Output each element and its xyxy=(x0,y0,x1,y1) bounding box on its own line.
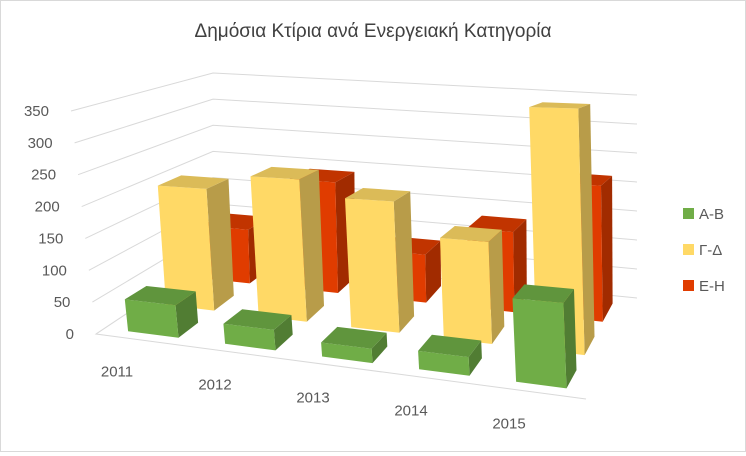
legend-item: Γ-Δ xyxy=(683,242,722,259)
gridline xyxy=(85,177,638,239)
x-axis-ticks: 2011 2012 2013 2014 2015 xyxy=(101,364,526,433)
gridline xyxy=(81,150,638,208)
bar xyxy=(223,309,293,351)
x-tick-label: 2012 xyxy=(198,377,231,394)
x-tick-label: 2011 xyxy=(101,364,133,381)
y-tick-label: 250 xyxy=(31,167,56,184)
y-tick-label: 0 xyxy=(66,326,74,343)
legend-item: Ε-Η xyxy=(683,278,725,295)
x-tick-label: 2013 xyxy=(296,390,329,407)
bars xyxy=(124,102,613,389)
bar xyxy=(124,286,199,338)
bar xyxy=(321,326,388,364)
legend-label: Γ-Δ xyxy=(699,242,722,259)
x-tick-label: 2015 xyxy=(492,416,525,433)
y-tick-label: 200 xyxy=(35,199,60,216)
legend-swatch xyxy=(683,244,694,255)
gridline xyxy=(74,98,638,144)
gridlines xyxy=(70,72,638,400)
y-tick-label: 50 xyxy=(54,294,71,311)
legend-swatch xyxy=(683,280,694,291)
x-tick-label: 2014 xyxy=(394,403,427,420)
gridline xyxy=(70,72,638,112)
legend-label: Ε-Η xyxy=(699,278,725,295)
bar xyxy=(345,188,415,333)
bar xyxy=(157,175,234,311)
bar xyxy=(418,334,482,376)
bar xyxy=(512,284,577,389)
legend-label: Α-Β xyxy=(699,206,724,223)
y-tick-label: 300 xyxy=(28,135,53,152)
legend-swatch xyxy=(683,208,694,219)
y-tick-label: 100 xyxy=(42,262,67,279)
legend: Α-Β Γ-Δ Ε-Η xyxy=(683,206,725,295)
legend-item: Α-Β xyxy=(683,206,724,223)
bar xyxy=(440,226,505,344)
chart-title: Δημόσια Κτίρια ανά Ενεργειακή Κατηγορία xyxy=(195,21,552,42)
gridline xyxy=(77,124,638,176)
y-tick-label: 150 xyxy=(38,230,63,247)
bar xyxy=(250,166,324,322)
y-axis-ticks: 0 50 100 150 200 250 300 350 xyxy=(24,103,74,343)
y-tick-label: 350 xyxy=(24,103,49,120)
